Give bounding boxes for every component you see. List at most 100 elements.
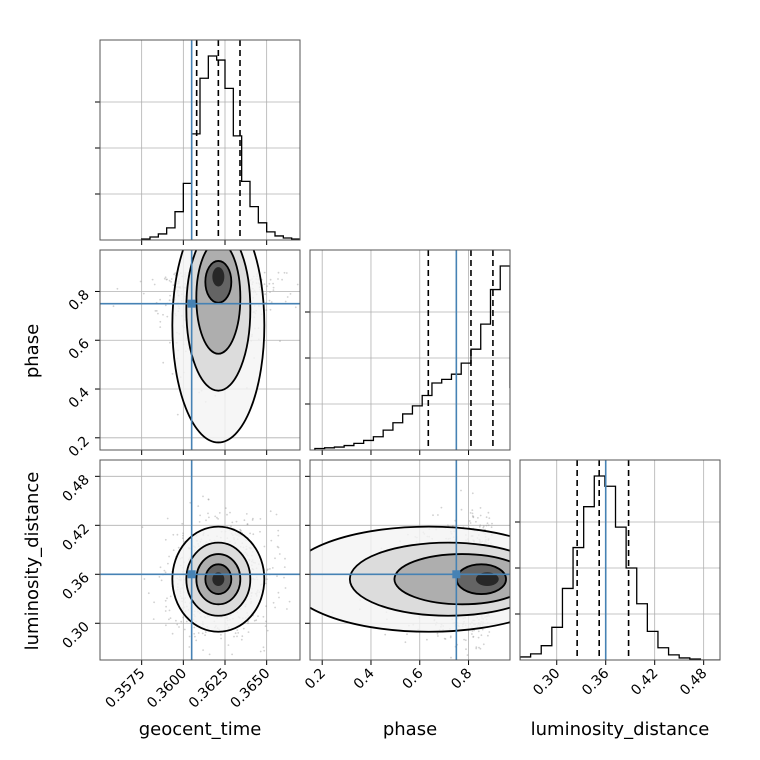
scatter-point xyxy=(240,529,242,532)
scatter-point xyxy=(479,507,482,509)
scatter-point xyxy=(163,277,166,280)
frame-pair-geocent-time-luminosity-distance xyxy=(99,459,301,661)
scatter-point xyxy=(162,361,165,364)
truth-marker-pair-geocent-time-luminosity-distance xyxy=(187,570,196,579)
scatter-point xyxy=(180,620,183,623)
scatter-point xyxy=(249,532,252,535)
scatter-point xyxy=(288,600,291,603)
scatter-point xyxy=(241,635,244,638)
scatter-point xyxy=(171,632,174,635)
scatter-point xyxy=(163,569,166,572)
scatter-point xyxy=(204,634,207,637)
scatter-point xyxy=(472,635,475,638)
scatter-point xyxy=(262,615,265,618)
scatter-point xyxy=(482,526,485,529)
scatter-point xyxy=(481,628,484,631)
scatter-point xyxy=(472,516,475,519)
scatter-point xyxy=(181,522,184,525)
scatter-point xyxy=(268,299,271,302)
scatter-point xyxy=(253,619,256,622)
scatter-point xyxy=(475,646,478,648)
scatter-point xyxy=(266,568,269,571)
scatter-point xyxy=(197,632,200,634)
scatter-point xyxy=(155,310,158,312)
scatter-point xyxy=(266,578,268,581)
scatter-point xyxy=(259,650,262,653)
scatter-point xyxy=(491,522,493,525)
scatter-point xyxy=(406,633,408,636)
scatter-point xyxy=(195,639,198,642)
scatter-point xyxy=(284,300,287,303)
scatter-point xyxy=(266,569,268,572)
scatter-point xyxy=(479,647,482,650)
scatter-point xyxy=(284,557,286,560)
scatter-point xyxy=(159,298,162,301)
scatter-point xyxy=(437,635,439,637)
scatter-point xyxy=(482,525,485,528)
scatter-point xyxy=(471,630,474,632)
scatter-point xyxy=(164,610,167,612)
scatter-point xyxy=(230,525,232,527)
scatter-point xyxy=(294,306,297,309)
bars-hist-luminosity-distance xyxy=(520,460,720,660)
scatter-point xyxy=(278,553,281,555)
scatter-point xyxy=(263,283,266,286)
scatter-point xyxy=(169,294,172,297)
scatter-point xyxy=(169,595,172,598)
scatter-point xyxy=(444,638,447,640)
scatter-point xyxy=(168,618,170,621)
scatter-point xyxy=(269,278,272,281)
scatter-point xyxy=(208,516,210,519)
scatter-point xyxy=(198,521,201,523)
scatter-point xyxy=(240,638,243,641)
scatter-point xyxy=(472,636,475,638)
scatter-point xyxy=(269,568,271,570)
scatter-point xyxy=(234,632,237,635)
scatter-point xyxy=(176,623,179,626)
grid-hist-phase xyxy=(321,250,469,450)
scatter-point xyxy=(272,286,275,289)
scatter-point xyxy=(199,514,202,517)
scatter-point xyxy=(283,576,285,579)
contour-level-pair-geocent-time-luminosity-distance-4 xyxy=(212,572,225,587)
scatter-point xyxy=(460,489,462,492)
scatter-point xyxy=(247,622,249,625)
truth-marker-pair-geocent-time-phase xyxy=(187,299,196,308)
scatter-point xyxy=(168,299,171,302)
scatter-point xyxy=(487,524,490,527)
scatter-point xyxy=(488,631,491,633)
hist-step-phase xyxy=(314,265,510,450)
scatter-point xyxy=(471,492,474,495)
scatter-point xyxy=(202,649,205,651)
scatter-point xyxy=(188,646,191,648)
scatter-point xyxy=(216,516,218,519)
scatter-point xyxy=(265,605,267,608)
scatter-point xyxy=(143,578,146,580)
scatter-point xyxy=(229,511,231,514)
scatter-point xyxy=(188,635,191,638)
scatter-point xyxy=(164,599,167,602)
scatter-point xyxy=(182,532,185,535)
scatter-point xyxy=(182,534,184,537)
scatter-point xyxy=(252,517,254,520)
scatter-point xyxy=(159,326,162,328)
scatter-point xyxy=(487,511,490,514)
scatter-point xyxy=(488,517,491,519)
scatter-point xyxy=(162,313,164,316)
scatter-point xyxy=(242,627,245,630)
scatter-point xyxy=(231,653,234,656)
scatter-point xyxy=(207,512,209,515)
scatter-point xyxy=(443,637,446,640)
scatter-point xyxy=(468,520,471,522)
scatter-point xyxy=(164,276,167,279)
scatter-point xyxy=(485,516,488,519)
scatter-point xyxy=(208,653,211,656)
scatter-point xyxy=(272,282,274,285)
ylabel-luminosity-distance: luminosity_distance xyxy=(22,472,43,651)
scatter-point xyxy=(478,525,481,528)
scatter-point xyxy=(436,632,439,635)
scatter-point xyxy=(157,312,159,315)
frame-hist-geocent-time xyxy=(99,39,301,241)
scatter-point xyxy=(269,291,271,293)
scatter-point xyxy=(255,619,258,622)
